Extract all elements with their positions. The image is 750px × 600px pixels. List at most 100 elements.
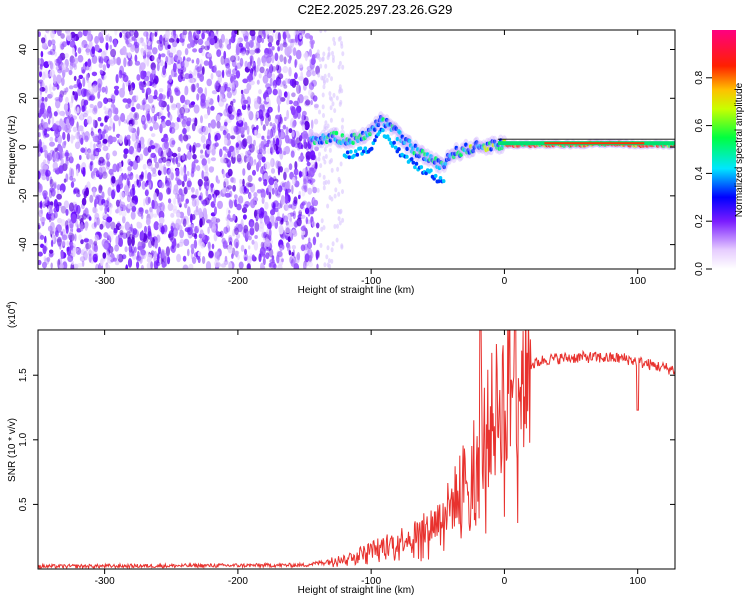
noise-speckle — [170, 222, 176, 231]
noise-speckle — [319, 243, 323, 248]
x-tick-label: -200 — [228, 276, 248, 287]
noise-speckle — [83, 99, 89, 106]
noise-speckle — [190, 248, 195, 255]
noise-speckle — [270, 209, 276, 216]
noise-speckle — [216, 30, 219, 35]
noise-speckle — [60, 219, 66, 227]
noise-speckle — [76, 193, 81, 198]
noise-speckle — [98, 184, 103, 194]
noise-speckle — [290, 150, 295, 158]
noise-speckle — [278, 73, 284, 80]
noise-speckle — [215, 70, 222, 78]
noise-speckle — [262, 103, 266, 113]
noise-speckle — [197, 251, 202, 257]
noise-speckle — [275, 160, 280, 169]
noise-speckle — [162, 121, 166, 126]
noise-speckle — [81, 39, 88, 49]
noise-speckle — [214, 134, 218, 142]
noise-speckle — [179, 239, 185, 244]
noise-speckle — [146, 80, 150, 87]
noise-speckle — [296, 217, 302, 227]
noise-speckle — [181, 113, 185, 120]
noise-speckle — [248, 39, 255, 48]
noise-speckle — [140, 142, 146, 149]
signal-point — [374, 119, 378, 124]
noise-speckle — [106, 161, 111, 168]
noise-speckle — [57, 56, 63, 65]
noise-speckle — [100, 258, 104, 266]
noise-speckle — [298, 170, 302, 178]
noise-speckle — [322, 78, 326, 84]
noise-speckle — [38, 241, 41, 247]
noise-speckle — [147, 94, 154, 104]
noise-speckle — [128, 226, 133, 234]
noise-speckle — [243, 155, 248, 163]
noise-speckle — [79, 155, 82, 160]
noise-speckle — [44, 257, 50, 265]
noise-speckle — [285, 181, 292, 191]
noise-speckle — [170, 172, 174, 181]
signal-point — [472, 145, 477, 150]
noise-speckle — [117, 176, 123, 185]
noise-speckle — [228, 199, 234, 209]
noise-speckle — [50, 39, 56, 46]
noise-speckle — [40, 50, 44, 58]
noise-speckle — [184, 99, 187, 109]
noise-speckle — [59, 263, 64, 269]
noise-speckle — [95, 147, 102, 153]
noise-speckle — [330, 76, 333, 82]
noise-speckle — [232, 151, 236, 158]
noise-speckle — [297, 38, 304, 46]
noise-speckle — [115, 235, 119, 245]
noise-speckle — [341, 64, 345, 70]
noise-speckle — [327, 179, 331, 185]
noise-speckle — [49, 83, 52, 93]
signal-point — [464, 142, 468, 147]
noise-speckle — [48, 216, 52, 223]
noise-speckle — [80, 147, 86, 153]
noise-speckle — [52, 161, 58, 171]
noise-speckle — [170, 46, 177, 55]
noise-speckle — [318, 172, 322, 178]
noise-speckle — [52, 44, 56, 52]
noise-speckle — [303, 120, 310, 131]
noise-speckle — [38, 138, 42, 149]
signal-point — [355, 152, 360, 157]
noise-speckle — [152, 122, 159, 130]
noise-speckle — [267, 47, 272, 55]
noise-speckle — [135, 135, 139, 144]
noise-speckle — [248, 144, 253, 149]
noise-speckle — [244, 60, 248, 69]
noise-speckle — [165, 119, 172, 127]
noise-speckle — [321, 92, 325, 98]
noise-speckle — [90, 160, 94, 166]
noise-speckle — [44, 235, 47, 244]
noise-speckle — [279, 81, 284, 87]
noise-speckle — [288, 128, 293, 134]
noise-speckle — [332, 92, 336, 98]
noise-speckle — [295, 254, 300, 264]
noise-speckle — [253, 129, 257, 136]
noise-speckle — [247, 182, 253, 188]
noise-speckle — [256, 65, 259, 73]
noise-speckle — [315, 251, 319, 261]
noise-speckle — [167, 82, 172, 93]
noise-speckle — [245, 49, 250, 56]
noise-speckle — [263, 179, 268, 187]
noise-speckle — [50, 239, 54, 248]
colorbar-gradient — [712, 30, 736, 269]
noise-speckle — [122, 215, 126, 224]
noise-speckle — [44, 85, 48, 94]
noise-speckle — [117, 221, 121, 227]
noise-speckle — [122, 74, 129, 83]
noise-speckle — [38, 259, 42, 266]
noise-speckle — [153, 256, 157, 262]
noise-speckle — [101, 191, 105, 199]
noise-speckle — [78, 74, 84, 80]
noise-speckle — [203, 60, 210, 66]
noise-speckle — [289, 256, 294, 264]
noise-speckle — [326, 245, 330, 251]
noise-speckle — [291, 184, 294, 195]
noise-speckle — [198, 238, 203, 247]
